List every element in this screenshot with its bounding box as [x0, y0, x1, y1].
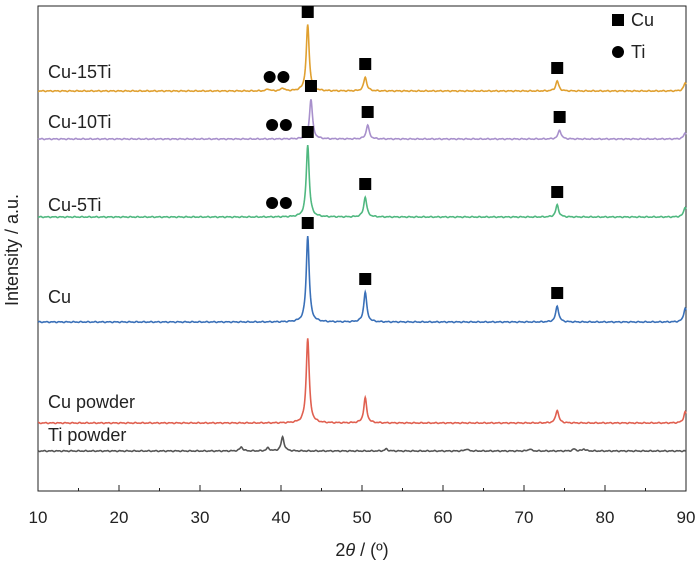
legend-circle-icon [612, 46, 624, 58]
x-tick-label: 10 [29, 508, 48, 527]
cu-peak-marker [359, 58, 372, 70]
series-label: Cu powder [48, 392, 135, 412]
cu-peak-marker [304, 80, 317, 92]
x-axis-title-prefix: 2 [335, 540, 345, 560]
x-tick-label: 40 [272, 508, 291, 527]
x-tick-label: 50 [353, 508, 372, 527]
cu-peak-marker [301, 6, 314, 18]
series-line [37, 338, 687, 425]
series-label: Cu-10Ti [48, 112, 111, 132]
cu-peak-marker [553, 111, 566, 123]
cu-peak-marker [301, 217, 314, 229]
series-line [37, 99, 687, 141]
series-line [37, 145, 687, 219]
ti-peak-marker [277, 71, 290, 83]
series-label: Cu-15Ti [48, 62, 111, 82]
cu-peak-marker [361, 106, 374, 118]
x-tick-label: 30 [191, 508, 210, 527]
series-line [37, 236, 687, 324]
cu-peak-marker [551, 287, 564, 299]
ti-peak-marker [266, 197, 279, 209]
legend-square-icon [612, 14, 624, 26]
legend: Cu Ti [612, 10, 654, 62]
series-layer: Cu-15Ti Cu-10Ti Cu-5Ti Cu Cu powder Ti powder [37, 24, 687, 453]
series-label: Ti powder [48, 425, 126, 445]
peak-marker-layer [263, 6, 566, 299]
series-label: Cu [48, 287, 71, 307]
ti-peak-marker [279, 197, 292, 209]
x-axis-title: 2θ / (º) [335, 540, 388, 560]
x-tick-label: 20 [110, 508, 129, 527]
ti-peak-marker [263, 71, 276, 83]
y-axis-title: Intensity / a.u. [2, 194, 22, 306]
cu-peak-marker [551, 186, 564, 198]
cu-peak-marker [359, 273, 372, 285]
x-tick-label: 70 [515, 508, 534, 527]
ti-peak-marker [279, 119, 292, 131]
cu-peak-marker [301, 126, 314, 138]
x-tick-label: 80 [596, 508, 615, 527]
series-line [37, 24, 687, 93]
legend-label: Ti [631, 42, 645, 62]
x-tick-label: 90 [677, 508, 696, 527]
x-tick-label: 60 [434, 508, 453, 527]
legend-label: Cu [631, 10, 654, 30]
x-axis-ticks: 10 20 30 40 50 60 70 80 90 [29, 485, 696, 527]
x-axis-title-suffix: / (º) [355, 540, 389, 560]
x-axis-title-theta: θ [345, 540, 355, 560]
cu-peak-marker [359, 178, 372, 190]
cu-peak-marker [551, 62, 564, 74]
series-label: Cu-5Ti [48, 195, 101, 215]
series-line [37, 435, 687, 453]
ti-peak-marker [266, 119, 279, 131]
